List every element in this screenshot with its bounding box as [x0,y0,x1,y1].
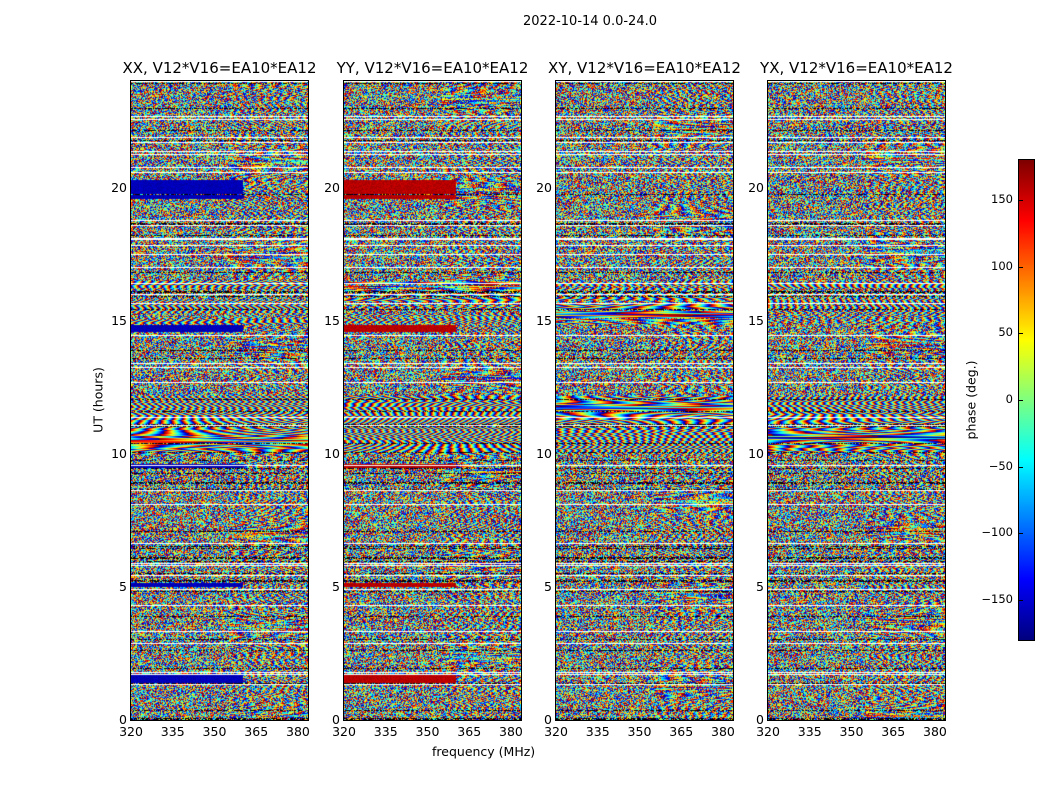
colorbar-tick-label: −150 [981,592,1013,606]
y-tick-label: 20 [536,179,552,195]
y-tick-label: 10 [111,445,127,461]
heatmap-panel [768,81,945,720]
figure-title: 2022-10-14 0.0-24.0 [523,14,657,29]
colorbar-tick-mark [1019,533,1023,535]
y-tick-label: 20 [324,179,340,195]
x-tick-label: 380 [286,724,310,739]
panel-frame [130,80,309,721]
x-tick-label: 320 [756,724,780,739]
colorbar-tick-label: 50 [998,325,1013,340]
colorbar-tick-label: 0 [1005,392,1013,406]
x-tick-label: 320 [119,724,143,739]
colorbar-tick-mark [1019,600,1023,601]
x-tick-label: 365 [881,724,906,739]
x-tick-label: 350 [839,724,864,739]
y-tick-label: 0 [119,712,127,727]
y-tick-label: 15 [536,312,552,328]
colorbar [1019,160,1034,640]
colorbar-tick-mark [1019,200,1023,201]
y-tick-label: 0 [332,712,340,727]
colorbar-tick-mark [1019,466,1023,468]
y-tick-label: 20 [748,179,764,195]
x-tick-label: 320 [544,724,568,739]
y-tick-label: 5 [119,578,127,594]
x-tick-label: 320 [332,724,356,739]
colorbar-tick-label: −50 [988,458,1013,473]
y-axis-label: UT (hours) [90,367,106,433]
y-tick-label: 0 [544,712,552,727]
y-tick-label: 15 [111,312,127,328]
colorbar-tick-label: 150 [991,192,1013,206]
x-tick-label: 365 [244,724,269,739]
colorbar-tick-mark [1019,333,1023,335]
heatmap-panel [131,81,308,720]
colorbar-tick-label: 100 [991,258,1013,273]
panel-frame [343,80,522,721]
y-tick-label: 5 [544,578,552,594]
x-tick-label: 350 [202,724,227,739]
heatmap-panel [344,81,521,720]
y-tick-label: 15 [748,312,764,328]
panel-title: XX, V12*V16=EA10*EA12 [122,59,317,77]
colorbar-tick-mark [1019,400,1023,401]
y-tick-label: 10 [748,445,764,461]
panel-frame [555,80,734,721]
y-tick-label: 0 [756,712,764,727]
panel-title: YX, V12*V16=EA10*EA12 [760,59,953,77]
x-tick-label: 380 [499,724,523,739]
y-tick-label: 10 [324,445,340,461]
x-tick-label: 350 [415,724,440,739]
y-tick-label: 20 [111,179,127,195]
panel-frame [767,80,946,721]
x-axis-label: frequency (MHz) [432,744,536,759]
colorbar-tick-label: −100 [981,525,1013,540]
x-tick-label: 335 [585,724,610,739]
panel-title: YY, V12*V16=EA10*EA12 [336,59,529,77]
x-tick-label: 335 [160,724,185,739]
panel-title: XY, V12*V16=EA10*EA12 [548,59,741,77]
x-tick-label: 365 [457,724,482,739]
colorbar-frame [1018,159,1035,641]
heatmap-panel [556,81,733,720]
y-tick-label: 5 [332,578,340,594]
y-tick-label: 10 [536,445,552,461]
x-tick-label: 335 [797,724,822,739]
colorbar-tick-mark [1019,266,1023,268]
x-tick-label: 350 [627,724,652,739]
x-tick-label: 335 [373,724,398,739]
y-tick-label: 15 [324,312,340,328]
x-tick-label: 380 [711,724,735,739]
x-tick-label: 380 [923,724,947,739]
y-tick-label: 5 [756,578,764,594]
colorbar-label: phase (deg.) [963,360,979,440]
x-tick-label: 365 [669,724,694,739]
